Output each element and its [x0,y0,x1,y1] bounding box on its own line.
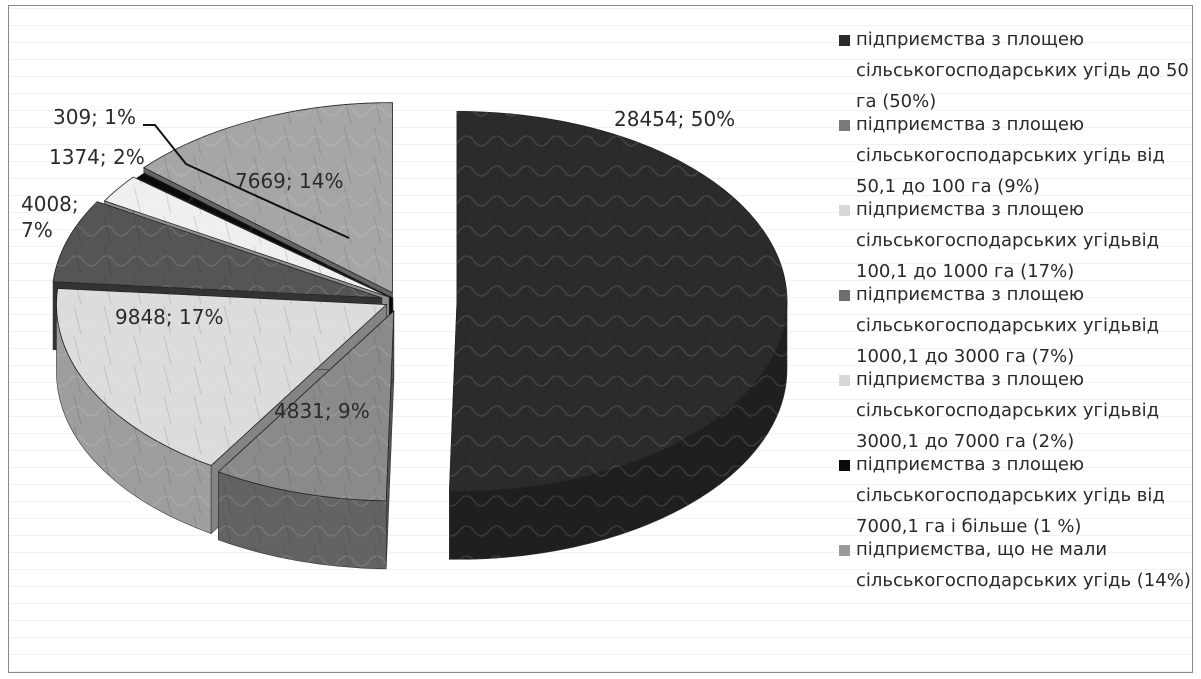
chart-frame: 28454; 50% 4831; 9% 9848; 17% 4008; 7% 1374; … [8,5,1193,673]
legend-swatch [839,375,850,386]
legend-label: підприємства, що не мали сільськогоспода… [856,539,1191,591]
data-label-4: 1374; 2% [49,145,145,169]
legend-label: підприємства з площею сільськогосподарсь… [856,284,1160,367]
data-label-1: 4831; 9% [274,399,370,423]
slice-2-side-texture [56,304,212,534]
legend-label: підприємства з площею сільськогосподарсь… [856,114,1165,197]
slice-1-texture [218,310,394,501]
legend-swatch [839,545,850,556]
legend: підприємства з площею сільськогосподарсь… [839,29,1192,660]
legend-swatch [839,460,850,471]
legend-swatch [839,35,850,46]
legend-swatch [839,290,850,301]
data-label-6: 7669; 14% [235,169,343,193]
legend-label: підприємства з площею сільськогосподарсь… [856,29,1189,112]
data-label-3: 4008; 7% [21,192,79,242]
leader-line [143,124,350,239]
slice-4-texture [104,177,390,298]
pie-chart: 28454; 50% 4831; 9% 9848; 17% 4008; 7% 1374; … [21,102,788,570]
slice-3-texture [53,201,382,298]
legend-item: підприємства з площею сільськогосподарсь… [839,199,1192,285]
legend-item: підприємства з площею сільськогосподарсь… [839,369,1192,455]
slice-6-texture [143,102,393,293]
legend-item: підприємства з площею сільськогосподарсь… [839,284,1192,370]
legend-swatch [839,205,850,216]
legend-item: підприємства з площею сільськогосподарсь… [839,29,1192,115]
slice-2-texture [56,288,387,466]
legend-label: підприємства з площею сільськогосподарсь… [856,199,1160,282]
legend-item: підприємства з площею сільськогосподарсь… [839,454,1192,540]
slice-0-side-texture [449,301,787,560]
legend-label: підприємства з площею сільськогосподарсь… [856,454,1165,537]
legend-item: підприємства з площею сільськогосподарсь… [839,114,1192,200]
data-label-5: 309; 1% [53,105,136,129]
legend-swatch [839,120,850,131]
slice-1-side-texture [218,471,387,569]
data-label-2: 9848; 17% [115,305,223,329]
legend-item: підприємства, що не мали сільськогоспода… [839,539,1192,660]
data-label-0: 28454; 50% [614,107,735,131]
slice-0-texture [449,111,787,492]
legend-label: підприємства з площею сільськогосподарсь… [856,369,1160,452]
slice-5-texture [137,173,393,299]
